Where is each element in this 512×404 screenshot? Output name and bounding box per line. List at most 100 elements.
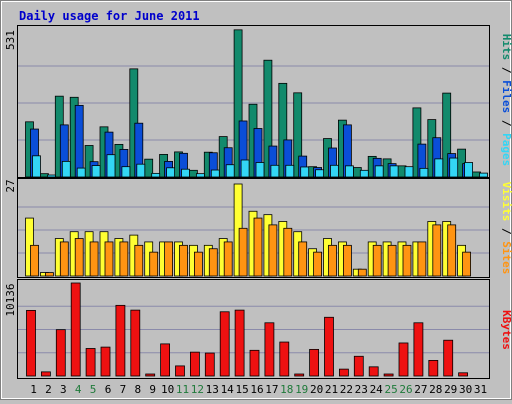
day-label-16: 16 bbox=[250, 383, 263, 396]
bar-sites-day-26 bbox=[403, 245, 411, 276]
bar-sites-day-27 bbox=[418, 242, 426, 276]
bar-kbytes-day-3 bbox=[56, 330, 65, 376]
bar-kbytes-day-14 bbox=[220, 312, 229, 376]
day-label-30: 30 bbox=[459, 383, 472, 396]
bar-pages-day-18 bbox=[286, 165, 294, 177]
day-label-24: 24 bbox=[370, 383, 384, 396]
bar-sites-day-2 bbox=[45, 273, 53, 276]
bar-pages-day-3 bbox=[62, 161, 70, 177]
bar-pages-day-14 bbox=[226, 165, 234, 177]
day-label-3: 3 bbox=[60, 383, 67, 396]
day-label-9: 9 bbox=[149, 383, 156, 396]
bar-kbytes-day-7 bbox=[116, 305, 125, 376]
bar-sites-day-25 bbox=[388, 245, 396, 276]
bar-kbytes-day-1 bbox=[27, 310, 36, 376]
bar-pages-day-31 bbox=[480, 173, 488, 177]
bar-sites-day-6 bbox=[105, 242, 113, 276]
day-label-6: 6 bbox=[105, 383, 112, 396]
bar-sites-day-9 bbox=[150, 252, 158, 276]
legend-part-hits-1: / bbox=[500, 60, 512, 80]
legend-part-hits-0: Hits bbox=[500, 34, 512, 61]
bar-sites-day-4 bbox=[75, 239, 83, 276]
bar-kbytes-day-9 bbox=[146, 374, 155, 376]
day-label-28: 28 bbox=[429, 383, 442, 396]
bar-sites-day-3 bbox=[60, 242, 68, 276]
day-label-13: 13 bbox=[206, 383, 219, 396]
bar-pages-day-29 bbox=[450, 158, 458, 177]
bar-pages-day-17 bbox=[271, 165, 279, 177]
bar-sites-day-30 bbox=[463, 252, 471, 276]
day-label-20: 20 bbox=[310, 383, 323, 396]
day-label-8: 8 bbox=[134, 383, 141, 396]
bar-kbytes-day-11 bbox=[176, 366, 185, 376]
bar-kbytes-day-15 bbox=[235, 310, 244, 376]
bar-pages-day-22 bbox=[345, 166, 353, 177]
day-label-22: 22 bbox=[340, 383, 353, 396]
bar-kbytes-day-12 bbox=[190, 352, 199, 376]
bar-kbytes-day-4 bbox=[71, 283, 80, 376]
day-label-14: 14 bbox=[221, 383, 235, 396]
bar-sites-day-19 bbox=[299, 242, 307, 276]
day-label-1: 1 bbox=[30, 383, 37, 396]
day-label-12: 12 bbox=[191, 383, 204, 396]
day-label-26: 26 bbox=[399, 383, 412, 396]
bar-kbytes-day-22 bbox=[339, 369, 348, 376]
day-label-23: 23 bbox=[355, 383, 368, 396]
bar-kbytes-day-19 bbox=[295, 374, 304, 376]
bar-pages-day-26 bbox=[405, 167, 413, 177]
bar-pages-day-12 bbox=[196, 174, 204, 177]
bar-kbytes-day-16 bbox=[250, 350, 259, 376]
bar-sites-day-18 bbox=[284, 228, 292, 276]
day-label-2: 2 bbox=[45, 383, 52, 396]
bar-sites-day-12 bbox=[194, 252, 202, 276]
day-label-4: 4 bbox=[75, 383, 82, 396]
bar-kbytes-day-27 bbox=[414, 323, 423, 376]
bar-pages-day-9 bbox=[152, 173, 160, 177]
day-label-10: 10 bbox=[161, 383, 174, 396]
bar-pages-day-10 bbox=[167, 168, 175, 177]
bar-sites-day-23 bbox=[358, 269, 366, 276]
bar-kbytes-day-5 bbox=[86, 348, 95, 376]
bar-pages-day-4 bbox=[77, 168, 85, 177]
legend-hits: Hits / Files / Pages bbox=[500, 34, 512, 167]
day-label-27: 27 bbox=[414, 383, 427, 396]
max-value-label-visits: 27 bbox=[4, 179, 17, 192]
bar-sites-day-5 bbox=[90, 242, 98, 276]
legend-kbytes: KBytes bbox=[500, 310, 512, 350]
day-label-25: 25 bbox=[384, 383, 397, 396]
day-label-11: 11 bbox=[176, 383, 189, 396]
legend-part-visits-2: Sites bbox=[500, 241, 512, 274]
bar-kbytes-day-25 bbox=[384, 374, 393, 376]
day-label-19: 19 bbox=[295, 383, 308, 396]
bar-pages-day-1 bbox=[33, 156, 41, 177]
legend-part-kbytes-0: KBytes bbox=[500, 310, 512, 350]
legend-part-hits-4: Pages bbox=[500, 133, 512, 166]
bar-sites-day-21 bbox=[329, 245, 337, 276]
bar-pages-day-21 bbox=[331, 165, 339, 177]
bar-pages-day-19 bbox=[301, 167, 309, 177]
bar-kbytes-day-24 bbox=[369, 367, 378, 376]
bar-sites-day-14 bbox=[224, 242, 232, 276]
bar-pages-day-25 bbox=[390, 166, 398, 177]
bar-sites-day-10 bbox=[165, 242, 173, 276]
bar-sites-day-24 bbox=[373, 245, 381, 276]
bar-kbytes-day-28 bbox=[429, 360, 438, 376]
day-label-18: 18 bbox=[280, 383, 293, 396]
bar-pages-day-5 bbox=[92, 166, 100, 177]
day-label-29: 29 bbox=[444, 383, 457, 396]
bar-sites-day-17 bbox=[269, 225, 277, 276]
bar-sites-day-28 bbox=[433, 225, 441, 276]
legend-part-visits-1: / bbox=[500, 221, 512, 241]
day-label-17: 17 bbox=[265, 383, 278, 396]
bar-kbytes-day-8 bbox=[131, 310, 140, 376]
bar-sites-day-29 bbox=[448, 225, 456, 276]
bar-kbytes-day-18 bbox=[280, 342, 289, 376]
day-label-15: 15 bbox=[235, 383, 248, 396]
bar-sites-day-7 bbox=[120, 242, 128, 276]
chart-title: Daily usage for June 2011 bbox=[19, 9, 200, 23]
bar-pages-day-7 bbox=[122, 167, 130, 177]
bar-pages-day-8 bbox=[137, 164, 145, 177]
legend-visits: Visits / Sites bbox=[500, 182, 512, 275]
